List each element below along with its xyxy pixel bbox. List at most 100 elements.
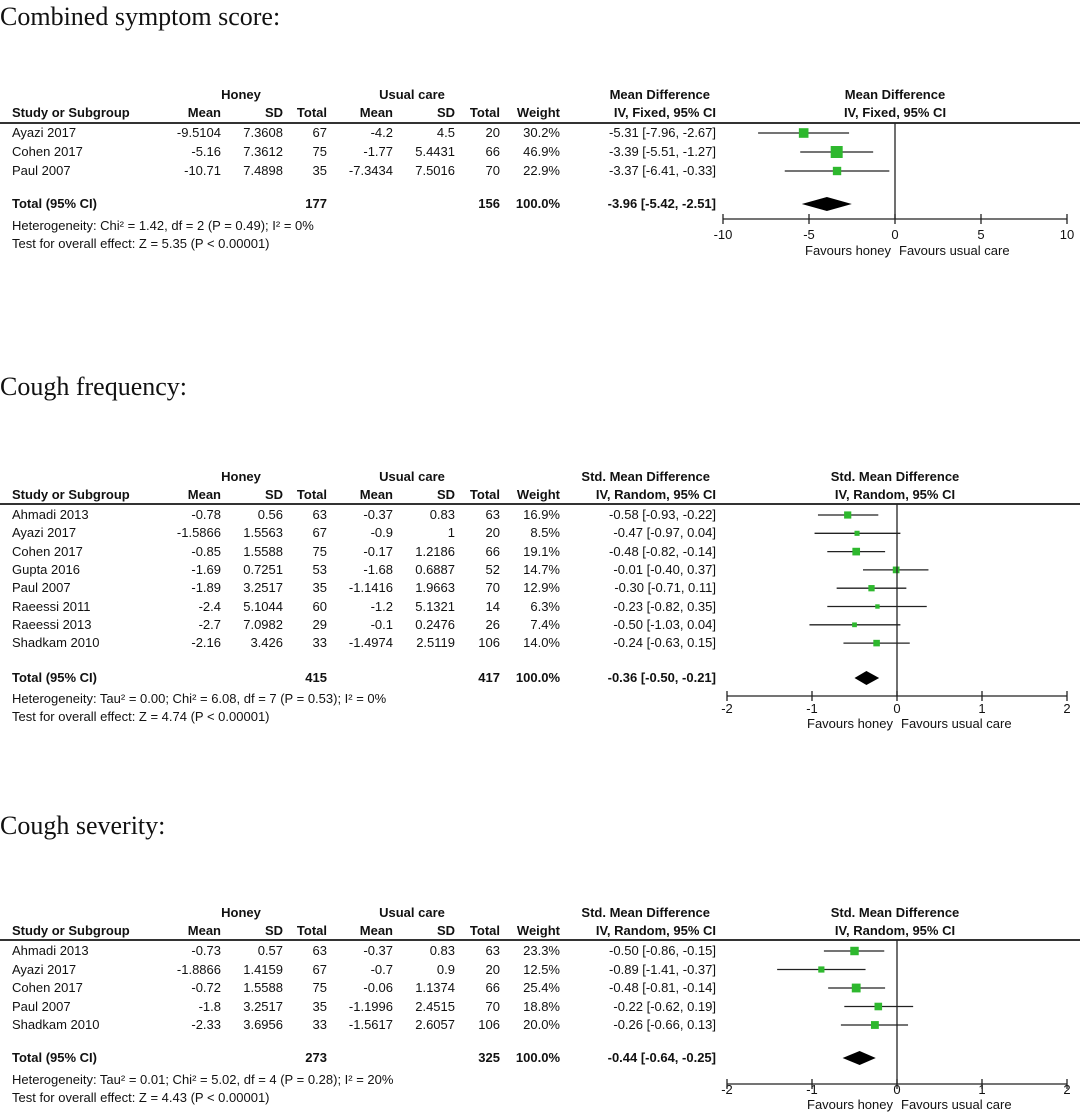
uc-sd: 5.4431 [415,144,455,159]
study-ci: -0.47 [-0.97, 0.04] [613,525,716,541]
tick-label: 2 [1063,701,1071,716]
tick-label: -2 [721,701,733,716]
uc-sd: 4.5 [436,125,455,140]
plot-effect-header: Mean Difference [844,87,946,102]
total-ci: -0.44 [-0.64, -0.25] [607,1050,716,1065]
study-weight: 8.5% [530,525,560,541]
uc-mean: -1.77 [363,144,393,159]
honey-total: 67 [312,961,327,977]
study-weight: 18.8% [523,998,560,1014]
tick-label: 2 [1063,1082,1071,1097]
study-weight: 25.4% [523,980,560,995]
col-honey-sd: SD [264,923,283,938]
total-weight: 100.0% [515,196,560,211]
tick-label: 0 [893,1082,901,1097]
uc-mean: -1.2 [370,598,393,614]
group-header-usual-care: Usual care [379,905,445,920]
honey-sd: 3.426 [250,635,283,651]
honey-mean: -9.5104 [176,125,221,140]
uc-mean: -1.4974 [348,635,393,651]
col-honey-total: Total [296,105,327,120]
favours-right: Favours usual care [901,1097,1012,1112]
col-uc-mean: Mean [359,105,393,120]
total-diamond [842,1051,876,1065]
tick-label: 10 [1059,227,1075,242]
honey-total: 63 [312,943,327,958]
honey-mean: -1.8 [198,998,221,1014]
tick-label: -10 [713,227,733,242]
honey-total: 75 [312,980,327,995]
uc-mean: -0.37 [363,507,393,522]
honey-total: 75 [312,144,327,159]
group-header-usual-care: Usual care [379,87,445,102]
honey-sd: 7.3612 [243,144,283,159]
study-marker [851,983,861,993]
col-uc-total: Total [469,923,500,938]
col-weight: Weight [516,923,560,938]
col-honey-mean: Mean [187,923,221,938]
honey-mean: -2.33 [191,1017,221,1032]
study-ci: -3.37 [-6.41, -0.33] [609,163,716,178]
study-weight: 20.0% [523,1017,560,1032]
heterogeneity: Heterogeneity: Tau² = 0.01; Chi² = 5.02,… [12,1072,394,1087]
study-ci: -0.30 [-0.71, 0.11] [614,580,716,596]
study-ci: -0.22 [-0.62, 0.19] [613,998,716,1014]
col-honey-total: Total [296,487,327,502]
study-weight: 12.5% [523,961,560,977]
study-name: Raeessi 2011 [12,598,91,614]
honey-sd: 3.2517 [243,580,283,596]
uc-sd: 2.6057 [415,1017,455,1032]
study-weight: 14.7% [523,561,560,577]
group-header-usual-care: Usual care [379,469,445,484]
uc-mean: -4.2 [370,125,393,140]
total-label: Total (95% CI) [12,196,97,211]
col-honey-total: Total [296,923,327,938]
total-ci: -0.36 [-0.50, -0.21] [607,670,716,685]
study-name: Cohen 2017 [12,144,83,159]
study-name: Shadkam 2010 [12,1017,100,1032]
uc-sd: 2.5119 [416,635,455,651]
study-name: Gupta 2016 [12,561,80,577]
col-uc-mean: Mean [359,923,393,938]
col-weight: Weight [516,105,560,120]
uc-total: 20 [485,961,500,977]
uc-sd: 1 [447,525,455,541]
total-uc-n: 417 [478,670,500,685]
tick-label: 1 [978,701,986,716]
tick-label: -2 [721,1082,733,1097]
study-marker [892,566,900,574]
total-honey-n: 273 [305,1050,327,1065]
favours-right: Favours usual care [899,243,1010,258]
effect-header: Mean Difference [609,87,710,102]
tick-label: -5 [803,227,815,242]
study-name: Ayazi 2017 [12,961,77,977]
total-honey-n: 177 [305,196,327,211]
header-rule [0,122,1080,124]
total-weight: 100.0% [515,1050,560,1065]
honey-total: 33 [312,635,327,651]
study-marker [854,530,860,536]
honey-sd: 3.6956 [243,1017,283,1032]
uc-sd: 0.9 [436,961,455,977]
col-honey-sd: SD [264,487,283,502]
uc-sd: 1.1374 [415,980,455,995]
honey-mean: -2.7 [198,616,221,632]
uc-total: 66 [485,543,500,559]
uc-total: 26 [485,616,500,632]
honey-sd: 0.56 [257,507,283,522]
col-method: IV, Random, 95% CI [595,923,716,938]
honey-sd: 5.1044 [243,598,283,614]
uc-mean: -1.1996 [348,998,393,1014]
study-marker [852,622,857,628]
uc-sd: 0.83 [429,507,455,522]
honey-mean: -0.85 [191,543,221,559]
uc-sd: 1.2186 [415,543,455,559]
col-honey-mean: Mean [187,487,221,502]
overall-effect: Test for overall effect: Z = 5.35 (P < 0… [12,236,270,251]
header-rule [0,503,1080,505]
uc-total: 70 [485,998,500,1014]
honey-total: 29 [312,616,327,632]
honey-sd: 7.4898 [243,163,283,178]
honey-mean: -1.89 [191,580,221,596]
study-weight: 19.1% [523,543,560,559]
